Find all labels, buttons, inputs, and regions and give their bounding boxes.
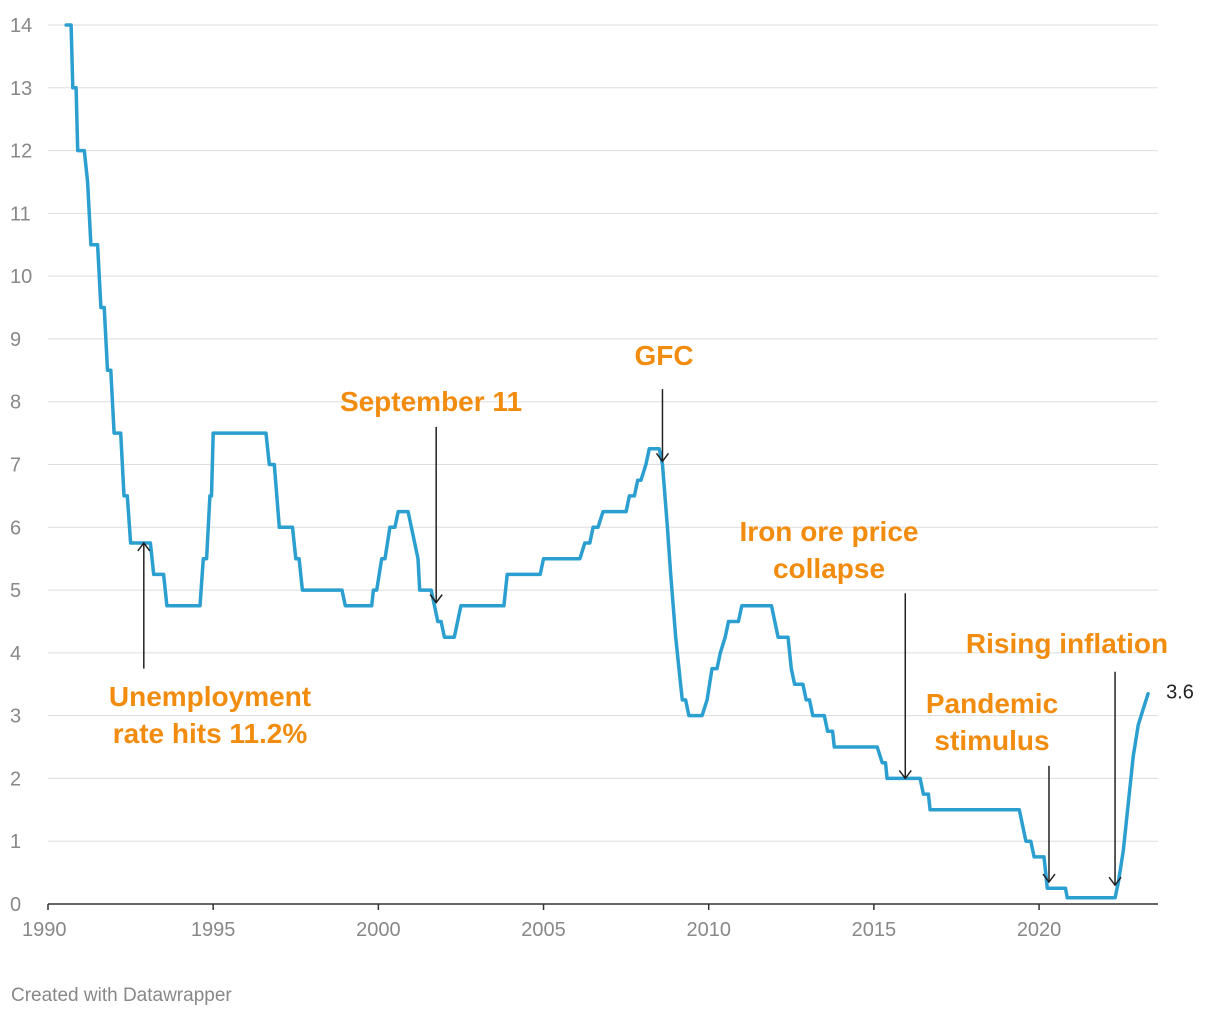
y-tick-label-3: 3 bbox=[10, 706, 21, 728]
annotation-2: September 11 bbox=[340, 386, 522, 604]
end-value-label: 3.6 bbox=[1166, 682, 1194, 704]
annotation-text-4-line-1: Iron ore price bbox=[740, 516, 919, 547]
annotation-text-1-line-2: rate hits 11.2% bbox=[113, 718, 308, 749]
annotation-text-3-line-1: GFC bbox=[634, 340, 693, 371]
annotation-text-5-line-2: stimulus bbox=[934, 725, 1049, 756]
annotation-1: Unemployment rate hits 11.2% bbox=[109, 541, 311, 749]
annotation-arrow-head-4 bbox=[898, 769, 912, 780]
x-tick-label-2005: 2005 bbox=[521, 919, 566, 941]
annotation-arrow-head-2 bbox=[429, 594, 443, 604]
series-line-0 bbox=[64, 23, 1150, 900]
annotations: Unemployment rate hits 11.2% September 11 G… bbox=[109, 340, 1168, 887]
annotation-text-5-line-1: Pandemic bbox=[926, 688, 1058, 719]
annotation-6: Rising inflation bbox=[966, 628, 1168, 887]
annotation-4: Iron ore price collapse bbox=[740, 516, 919, 780]
annotation-arrow-head-3 bbox=[655, 452, 670, 463]
y-tick-label-10: 10 bbox=[10, 266, 32, 288]
y-tick-label-7: 7 bbox=[10, 455, 21, 477]
y-tick-label-8: 8 bbox=[10, 392, 21, 414]
annotation-3: GFC bbox=[634, 340, 694, 463]
y-tick-label-6: 6 bbox=[10, 517, 21, 539]
annotation-text-1-line-1: Unemployment bbox=[109, 681, 311, 712]
annotation-text-6-line-1: Rising inflation bbox=[966, 628, 1168, 659]
y-tick-label-1: 1 bbox=[10, 831, 21, 853]
y-tick-label-11: 11 bbox=[10, 203, 31, 225]
annotation-arrow-head-6 bbox=[1108, 876, 1122, 887]
y-tick-label-9: 9 bbox=[10, 329, 21, 351]
x-tick-label-2000: 2000 bbox=[356, 919, 401, 941]
annotation-arrow-head-5 bbox=[1042, 873, 1056, 884]
series bbox=[64, 23, 1150, 900]
y-tick-label-14: 14 bbox=[10, 15, 32, 37]
y-tick-label-12: 12 bbox=[10, 141, 32, 163]
y-tick-label-13: 13 bbox=[10, 78, 32, 100]
grid-lines bbox=[48, 24, 1158, 842]
annotation-text-4-line-2: collapse bbox=[773, 553, 885, 584]
y-tick-label-2: 2 bbox=[10, 768, 21, 790]
end-labels: 3.6 bbox=[1166, 682, 1194, 704]
x-tick-label-2020: 2020 bbox=[1017, 919, 1062, 941]
x-tick-label-1990: 1990 bbox=[22, 919, 67, 941]
y-tick-label-5: 5 bbox=[10, 580, 21, 602]
x-tick-label-1995: 1995 bbox=[191, 919, 236, 941]
x-tick-label-2015: 2015 bbox=[852, 919, 897, 941]
y-tick-label-4: 4 bbox=[10, 643, 21, 665]
x-axis-tick-labels: 1990 1995 2000 2005 2010 2015 2020 bbox=[22, 904, 1061, 941]
annotation-text-2-line-1: September 11 bbox=[340, 386, 522, 417]
annotation-5: Pandemic stimulus bbox=[926, 688, 1058, 884]
credit-text: Created with Datawrapper bbox=[11, 985, 232, 1006]
annotation-arrow-head-1 bbox=[137, 541, 151, 552]
x-tick-label-2010: 2010 bbox=[686, 919, 731, 941]
y-tick-label-0: 0 bbox=[10, 894, 21, 916]
